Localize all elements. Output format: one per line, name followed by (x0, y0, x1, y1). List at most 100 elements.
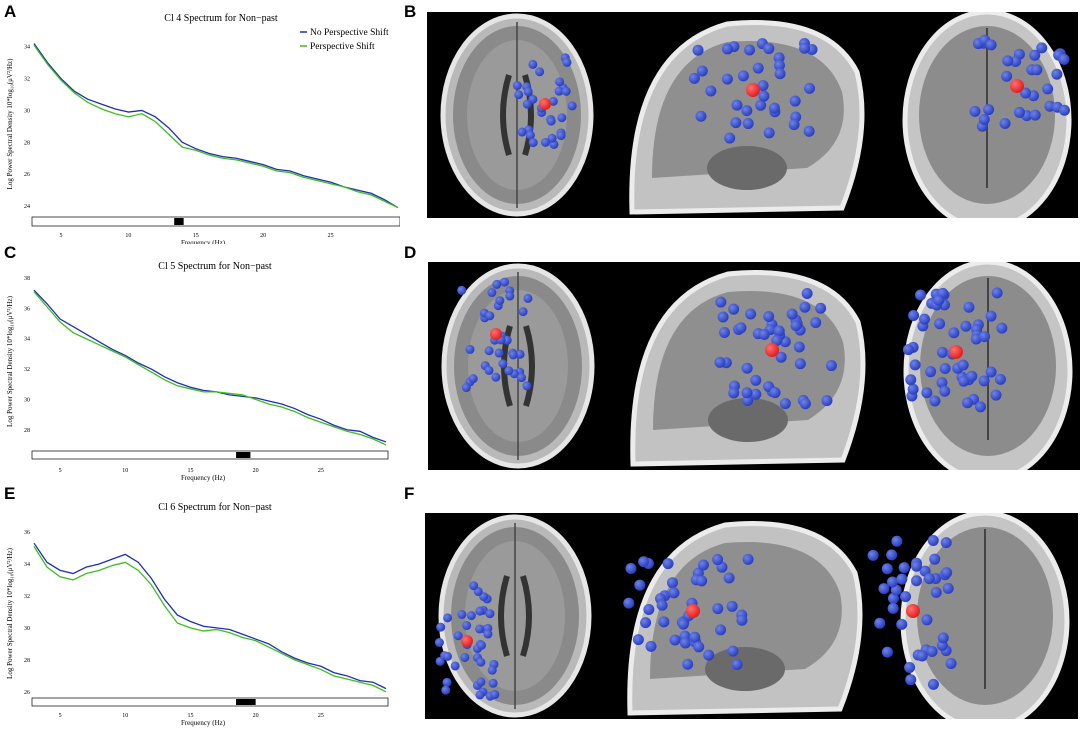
dipole-marker (487, 665, 497, 675)
dipole-centroid (461, 635, 473, 647)
dipole-marker (921, 387, 933, 399)
x-tick-label: 25 (328, 233, 334, 239)
dipole-marker (921, 614, 933, 626)
dipole-marker (867, 549, 879, 561)
dipole-marker (978, 113, 990, 125)
dipole-marker (758, 329, 770, 341)
dipole-marker (469, 581, 479, 591)
dipole-marker (638, 556, 650, 568)
dipole-marker (475, 624, 485, 634)
dipole-marker (442, 651, 452, 661)
dipole-marker (514, 90, 524, 100)
dipole-marker (632, 634, 644, 646)
panel-letter-c: C (4, 243, 17, 262)
dipole-marker (923, 573, 935, 585)
dipole-marker (907, 383, 919, 395)
dipole-marker (645, 640, 657, 652)
dipole-marker (905, 374, 917, 386)
dipole-marker (927, 678, 939, 690)
dipole-marker (999, 117, 1011, 129)
dipole-marker (940, 537, 952, 549)
dipole-marker (790, 320, 802, 332)
dipole-marker (522, 99, 532, 109)
dipole-marker (640, 617, 652, 629)
dipole-marker (915, 289, 927, 301)
dipole-marker (985, 310, 997, 322)
dipole-marker (937, 632, 949, 644)
dipole-marker (983, 104, 995, 116)
dipole-marker (887, 592, 899, 604)
dipole-marker (979, 331, 991, 343)
dipole-marker (1013, 106, 1025, 118)
dipole-marker (891, 535, 903, 547)
x-tick-label: 25 (318, 468, 324, 474)
y-tick-label: 34 (24, 337, 30, 343)
dipole-marker (1031, 64, 1043, 76)
dipole-marker (939, 385, 951, 397)
x-tick-label: 10 (122, 468, 128, 474)
dipole-marker (555, 77, 565, 87)
axial-ventricles (498, 575, 532, 657)
series-line-perspective-shift (33, 291, 387, 446)
dipole-marker (910, 560, 922, 572)
dipole-marker (457, 609, 467, 619)
dipole-marker (741, 105, 753, 117)
dipole-marker (904, 661, 916, 673)
dipole-marker (695, 110, 707, 122)
dipole-marker (966, 370, 978, 382)
dipole-marker (492, 279, 502, 289)
y-tick-label: 30 (24, 626, 30, 632)
dipole-marker (744, 44, 756, 56)
y-tick-label: 32 (24, 77, 30, 83)
dipole-marker (518, 307, 528, 317)
dipole-marker (769, 387, 781, 399)
dipole-marker (1036, 42, 1048, 54)
x-tick-label: 15 (187, 468, 193, 474)
dipole-marker (991, 287, 1003, 299)
dipole-marker (718, 327, 730, 339)
chart-title: Cl 4 Spectrum for Non−past (164, 13, 278, 24)
spectrum-chart-cl4: Cl 4 Spectrum for Non−past Log Power Spec… (0, 4, 401, 247)
dipole-marker (1058, 53, 1070, 65)
dipole-marker (755, 99, 767, 111)
significance-mark (236, 452, 251, 458)
panel-letter-a: A (4, 2, 17, 21)
significance-bar-frame (31, 697, 389, 707)
dipole-marker (668, 587, 680, 599)
dipole-marker (556, 131, 566, 141)
dipole-marker (468, 374, 478, 384)
dipole-marker (726, 600, 738, 612)
dipole-marker (886, 576, 898, 588)
y-tick-label: 26 (24, 690, 30, 696)
y-tick-label: 28 (24, 428, 30, 434)
dipole-marker (714, 356, 726, 368)
dipole-marker (900, 591, 912, 603)
dipole-marker (886, 549, 898, 561)
dipole-marker (945, 658, 957, 670)
dipole-marker (436, 622, 446, 632)
spectrum-chart-cl6-svg: Cl 6 Spectrum for Non−past Log Power Spec… (6, 502, 389, 727)
dipole-marker (715, 624, 727, 636)
dipole-marker (721, 43, 733, 55)
x-tick-label: 5 (59, 233, 62, 239)
dipole-marker (804, 82, 816, 94)
dipole-marker (942, 582, 954, 594)
dipole-centroid (539, 98, 551, 110)
y-tick-label: 36 (24, 306, 30, 312)
dipole-marker (692, 44, 704, 56)
dipole-marker (789, 95, 801, 107)
dipole-marker (985, 39, 997, 51)
dipole-marker (669, 634, 681, 646)
dipole-marker (794, 358, 806, 370)
dipole-marker (625, 562, 637, 574)
dipole-mri-panel-d (428, 262, 1080, 470)
x-tick-label: 25 (318, 713, 324, 719)
x-tick-label: 15 (193, 233, 199, 239)
dipole-marker (978, 375, 990, 387)
dipole-marker (774, 68, 786, 80)
spectrum-chart-cl6: Cl 6 Spectrum for Non−past Log Power Spec… (0, 492, 400, 732)
dipole-marker (522, 381, 532, 391)
dipole-centroid (746, 83, 760, 97)
dipole-marker (679, 637, 691, 649)
dipole-marker (768, 102, 780, 114)
